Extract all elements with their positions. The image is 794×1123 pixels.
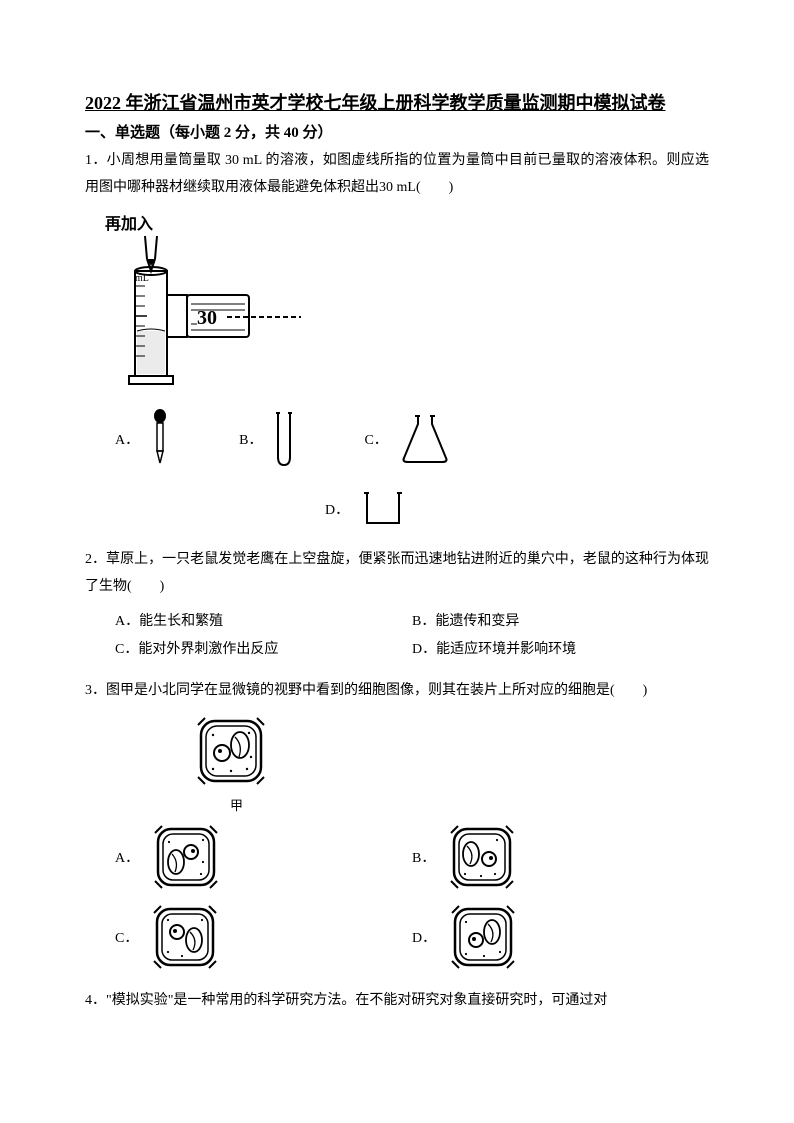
q1-option-b: B． [239, 409, 294, 469]
section-header: 一、单选题（每小题 2 分，共 40 分） [85, 121, 709, 142]
q3-option-a: A． [115, 824, 412, 890]
q3-option-b: B． [412, 824, 709, 890]
question-2-text: 2．草原上，一只老鼠发觉老鹰在上空盘旋，便紧张而迅速地钻进附近的巢穴中，老鼠的这… [85, 547, 709, 600]
cylinder-figure-svg: 再加入 mL 30 [105, 211, 305, 391]
q1-option-a: A． [115, 409, 169, 469]
question-3-text: 3．图甲是小北同学在显微镜的视野中看到的细胞图像，则其在装片上所对应的细胞是( … [85, 678, 709, 705]
q3-options: A． B． [115, 824, 709, 970]
cell-main-svg [195, 715, 267, 787]
option-label: D． [325, 499, 349, 519]
q2-option-d: D．能适应环境并影响环境 [412, 636, 709, 664]
cell-a-svg [153, 824, 219, 890]
q1-figure: 再加入 mL 30 [105, 211, 709, 391]
test-tube-icon [274, 409, 294, 469]
q1-option-d: D． [325, 489, 709, 529]
cell-c-svg [152, 904, 218, 970]
flask-icon [400, 412, 450, 467]
option-label: C． [364, 429, 387, 449]
option-label: A． [115, 847, 139, 867]
q3-caption: 甲 [230, 795, 709, 814]
q2-options: A．能生长和繁殖 B．能遗传和变异 C．能对外界刺激作出反应 D．能适应环境并影… [115, 608, 709, 664]
option-label: C． [115, 927, 138, 947]
q3-figure [195, 715, 709, 787]
option-label: B． [239, 429, 262, 449]
dropper-icon [151, 409, 169, 469]
question-1-text: 1．小周想用量筒量取 30 mL 的溶液，如图虚线所指的位置为量筒中目前已量取的… [85, 148, 709, 201]
q3-option-d: D． [412, 904, 709, 970]
cell-b-svg [449, 824, 515, 890]
q3-option-c: C． [115, 904, 412, 970]
figure-label-top: 再加入 [105, 215, 153, 233]
q2-option-b: B．能遗传和变异 [412, 608, 709, 636]
q1-option-c: C． [364, 412, 449, 467]
q2-option-a: A．能生长和繁殖 [115, 608, 412, 636]
question-4-text: 4．"模拟实验"是一种常用的科学研究方法。在不能对研究对象直接研究时，可通过对 [85, 988, 709, 1015]
option-label: A． [115, 429, 139, 449]
exam-title: 2022 年浙江省温州市英才学校七年级上册科学教学质量监测期中模拟试卷 [85, 90, 709, 117]
option-label: D． [412, 927, 436, 947]
beaker-icon [361, 489, 405, 529]
q1-options-row1: A． B． C． [115, 409, 709, 469]
option-label: B． [412, 847, 435, 867]
q2-option-c: C．能对外界刺激作出反应 [115, 636, 412, 664]
cell-d-svg [450, 904, 516, 970]
